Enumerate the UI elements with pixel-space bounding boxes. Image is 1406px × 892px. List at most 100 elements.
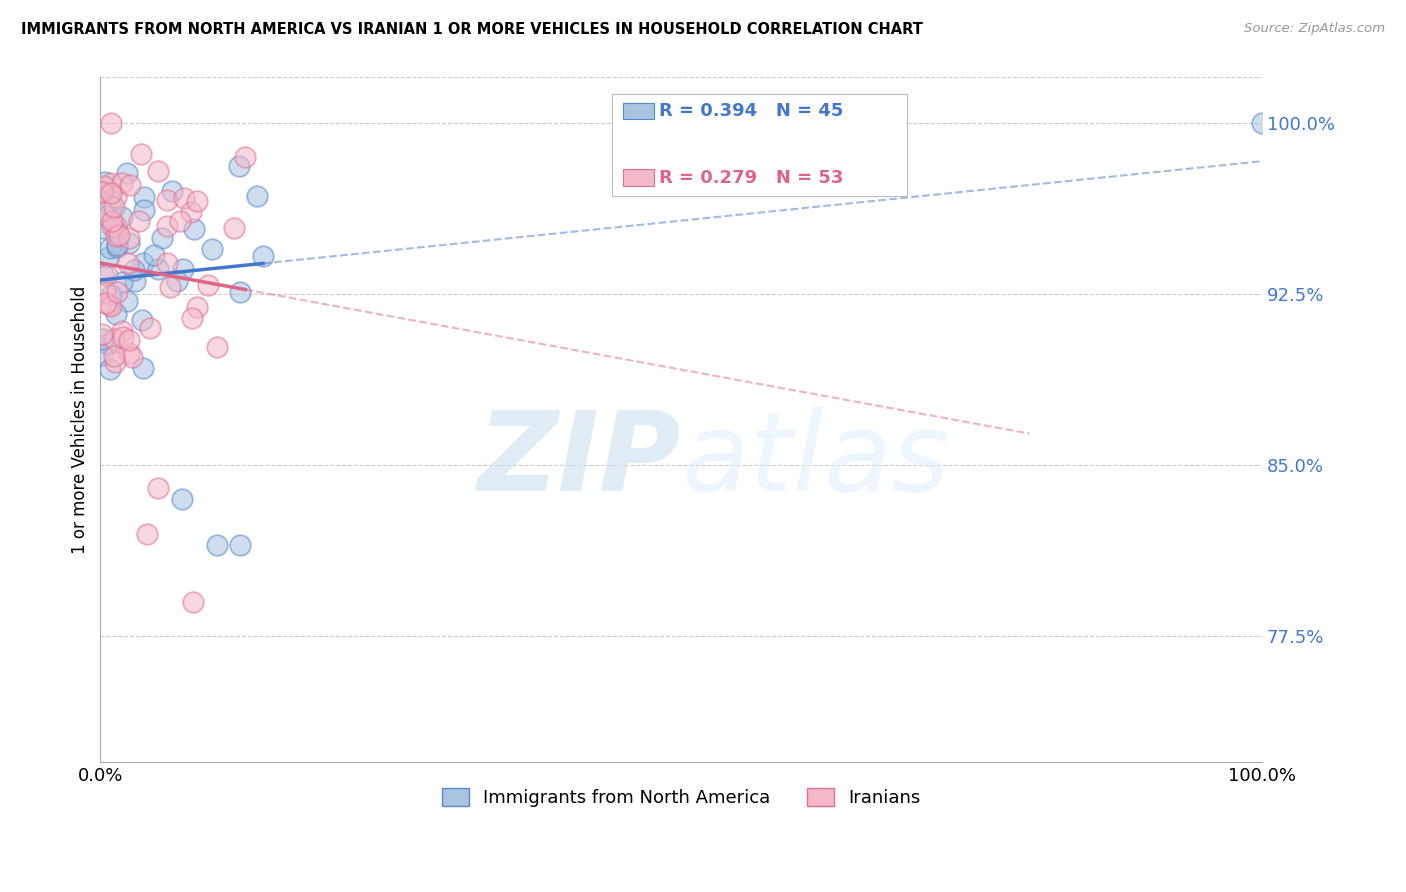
Point [104,219,127,233]
Point [170,492,193,507]
Point [100,299,122,313]
Point [150,231,173,245]
Point [181,595,204,609]
Text: atlas: atlas [681,407,949,514]
Point [98,184,121,198]
Point [228,159,250,173]
Point [100,177,122,191]
Point [134,190,156,204]
Point [181,311,204,326]
Point [156,193,179,207]
Point [146,164,169,178]
Point [107,228,129,243]
Point [159,279,181,293]
Point [100,288,122,302]
Point [135,526,157,541]
Point [138,320,160,334]
Point [229,538,252,552]
Point [121,350,143,364]
Point [91,221,114,235]
Point [105,285,128,299]
Point [115,293,138,308]
Point [118,333,141,347]
Point [104,355,127,369]
Point [222,221,245,235]
Point [118,346,141,360]
Point [132,256,155,270]
Point [156,219,179,234]
Point [117,255,139,269]
Y-axis label: 1 or more Vehicles in Household: 1 or more Vehicles in Household [72,285,89,554]
Point [186,300,208,314]
Point [169,214,191,228]
Point [229,285,252,299]
Point [98,242,121,256]
Point [93,179,115,194]
Point [104,228,127,243]
Point [124,274,146,288]
Point [97,298,120,312]
Point [105,224,128,238]
Point [101,219,124,234]
Point [91,332,114,346]
Point [90,204,112,219]
Point [155,255,177,269]
Point [205,340,228,354]
Point [105,307,128,321]
Point [103,349,125,363]
Point [132,361,155,376]
Point [98,361,121,376]
Point [117,235,139,250]
Point [90,185,112,199]
Point [94,175,117,189]
Point [142,248,165,262]
Point [205,538,228,552]
Point [97,337,120,351]
Point [96,268,118,283]
Point [1251,116,1274,130]
Point [172,261,194,276]
Point [103,200,125,214]
Text: R = 0.279   N = 53: R = 0.279 N = 53 [659,169,844,186]
Point [91,326,114,341]
Point [246,189,269,203]
Point [118,231,141,245]
Point [166,274,188,288]
Text: Source: ZipAtlas.com: Source: ZipAtlas.com [1244,22,1385,36]
Point [111,210,134,224]
Legend: Immigrants from North America, Iranians: Immigrants from North America, Iranians [434,780,928,814]
Point [105,240,128,254]
Point [201,243,224,257]
Point [103,332,125,346]
Point [197,277,219,292]
Point [252,248,274,262]
Point [100,186,122,200]
Point [120,178,142,192]
Text: R = 0.394   N = 45: R = 0.394 N = 45 [659,102,844,120]
Point [105,237,128,252]
Point [117,166,139,180]
Point [160,184,183,198]
Point [180,204,202,219]
Point [94,296,117,310]
Point [101,214,124,228]
Point [128,214,150,228]
Text: IMMIGRANTS FROM NORTH AMERICA VS IRANIAN 1 OR MORE VEHICLES IN HOUSEHOLD CORRELA: IMMIGRANTS FROM NORTH AMERICA VS IRANIAN… [21,22,922,37]
Point [93,268,115,282]
Point [100,116,122,130]
Point [94,285,117,300]
Point [235,150,257,164]
Point [183,222,205,236]
Text: ZIP: ZIP [478,407,681,514]
Point [105,189,128,203]
Point [111,329,134,343]
Point [148,481,170,495]
Point [110,275,132,289]
Point [90,348,112,362]
Point [129,147,152,161]
Point [100,200,122,214]
Point [132,202,155,217]
Point [96,209,118,223]
Point [122,263,145,277]
Point [146,261,169,276]
